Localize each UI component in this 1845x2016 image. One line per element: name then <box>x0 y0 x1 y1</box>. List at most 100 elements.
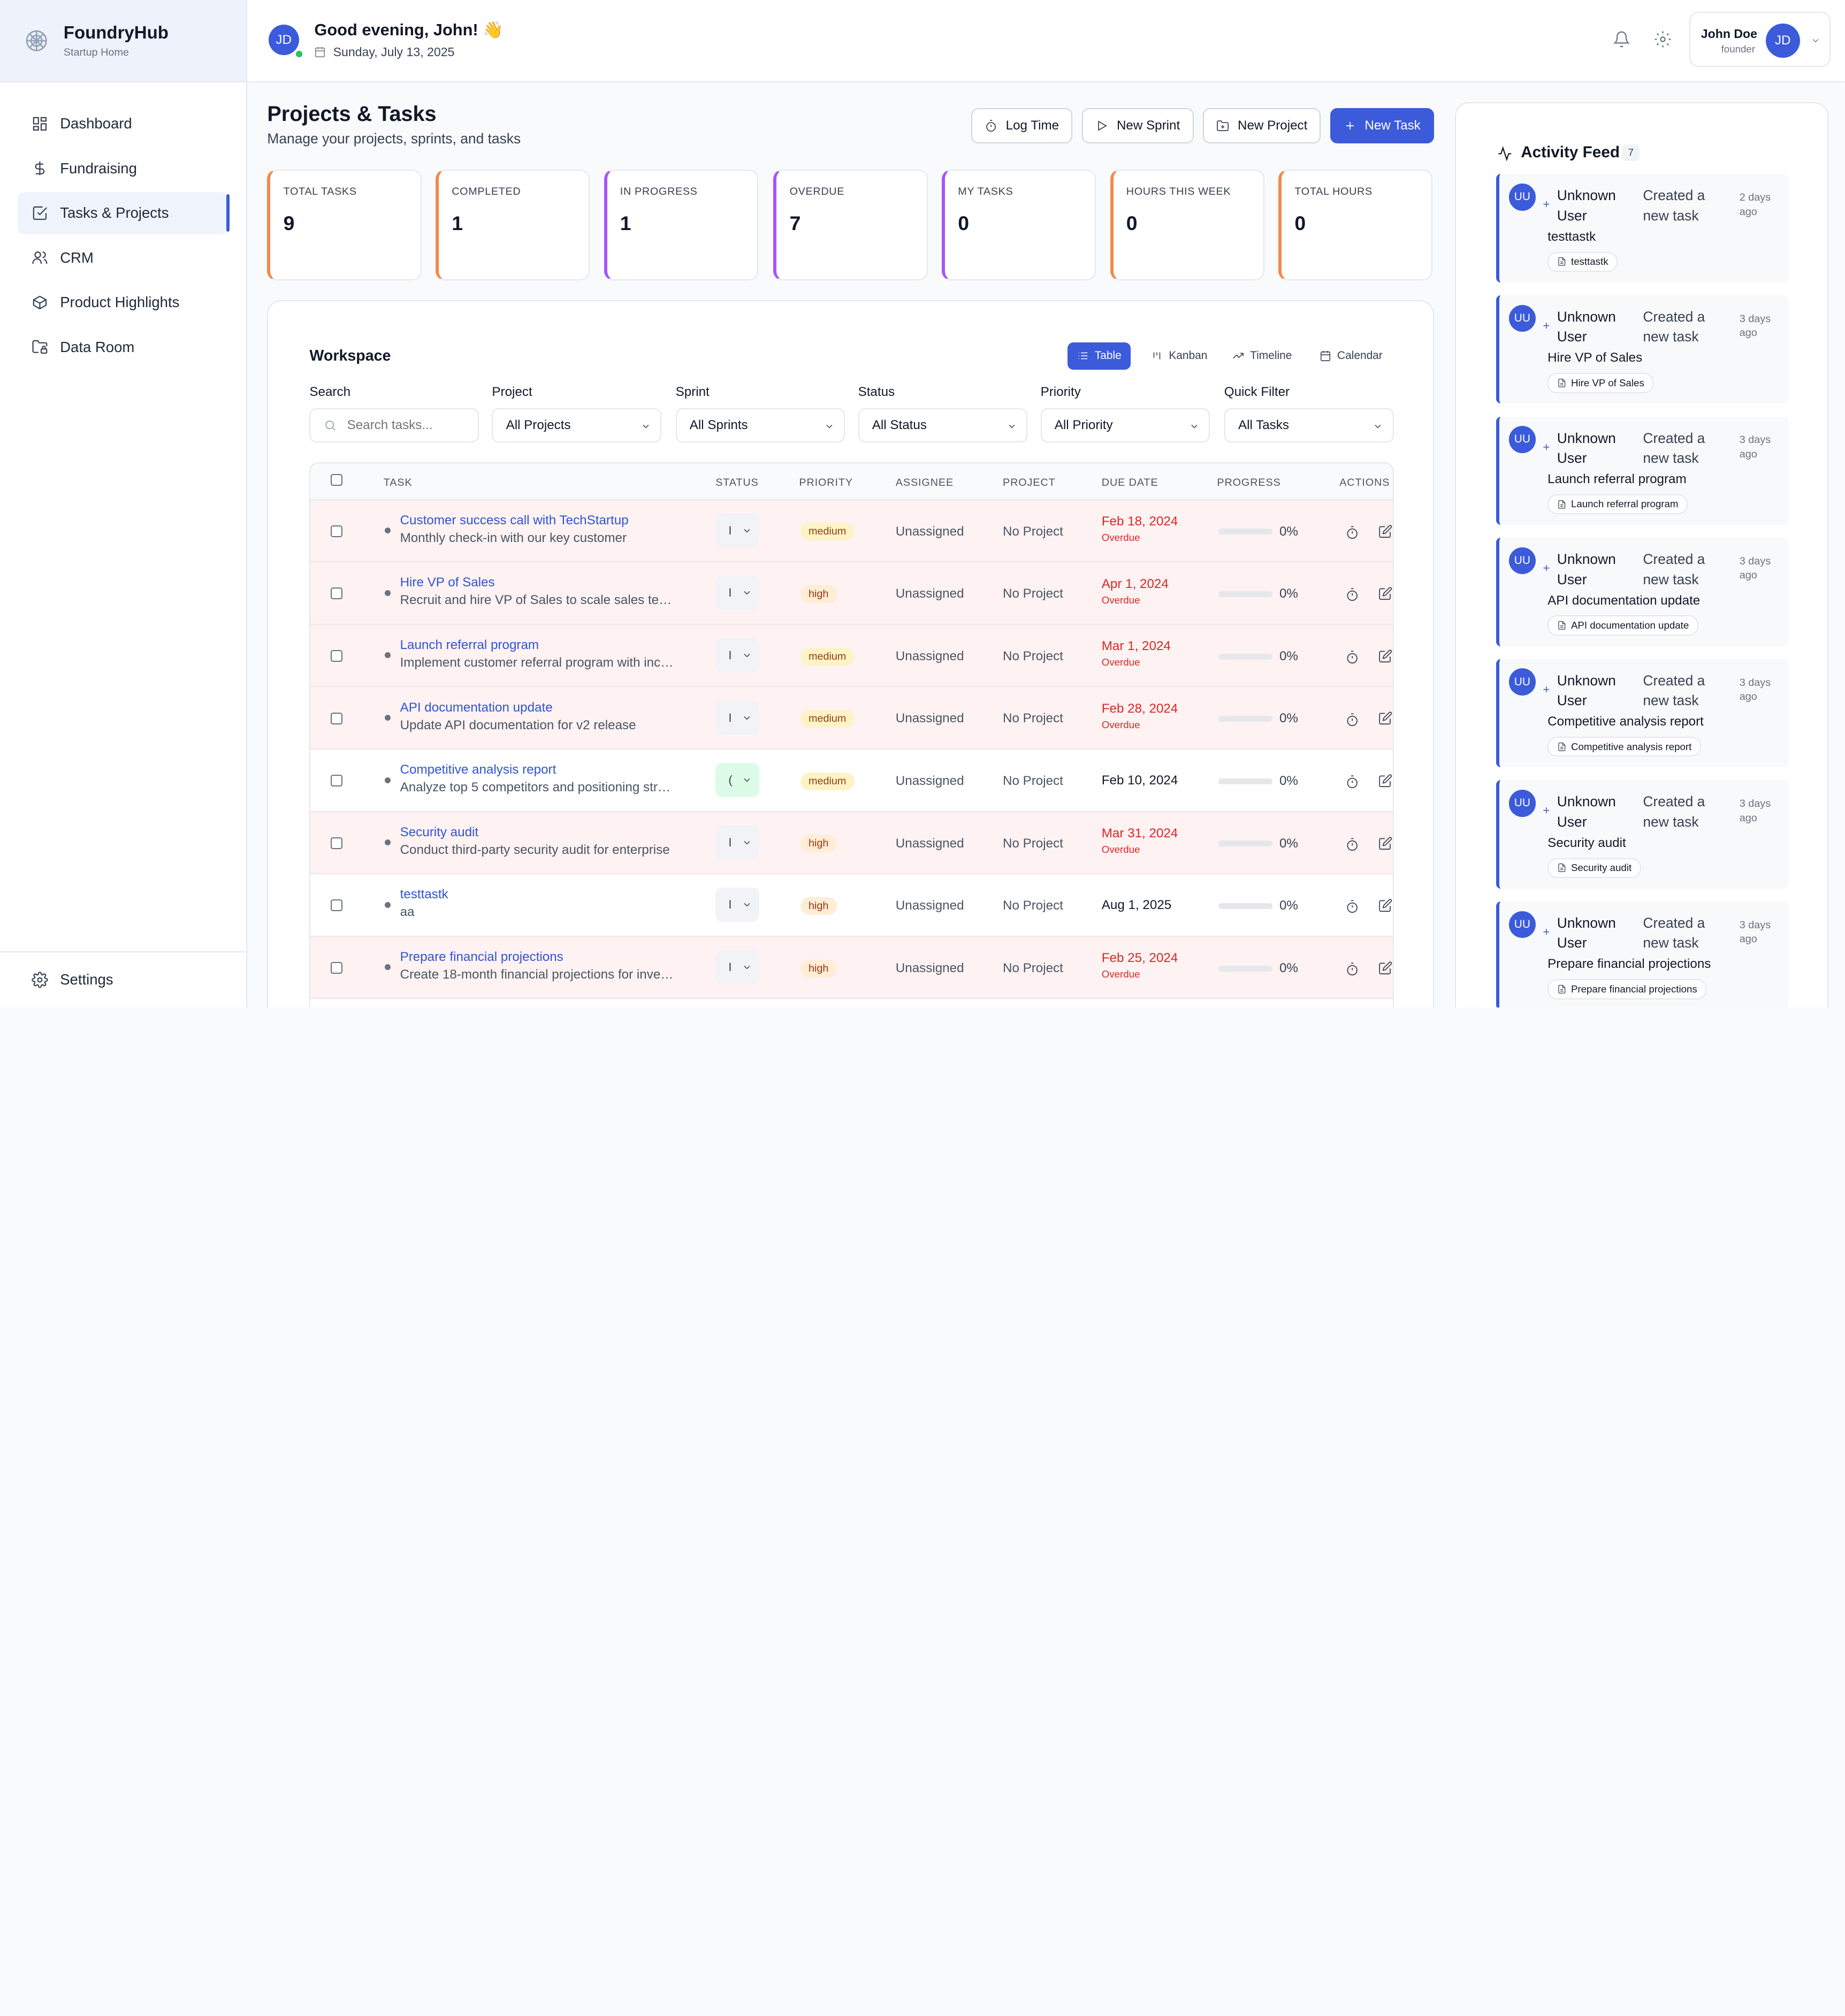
activity-item[interactable]: UU + Unknown User Created a new task 2 days … <box>1496 174 1788 282</box>
timer-icon[interactable] <box>1345 713 1359 727</box>
project-select[interactable]: All Projects <box>492 408 662 442</box>
task-name-link[interactable]: Launch referral program <box>400 637 539 652</box>
status-select[interactable]: I <box>715 576 759 610</box>
sidebar-item-dashboard[interactable]: Dashboard <box>18 102 228 144</box>
select-all-checkbox[interactable] <box>330 474 342 486</box>
task-tag[interactable]: Security audit <box>1547 858 1641 878</box>
quick-filter-select[interactable]: All Tasks <box>1224 408 1394 442</box>
task-tag[interactable]: Prepare financial projections <box>1547 979 1707 999</box>
timer-icon[interactable] <box>1345 962 1359 976</box>
column-header-project[interactable]: PROJECT <box>1002 476 1056 488</box>
row-checkbox[interactable] <box>330 712 342 724</box>
column-header-status[interactable]: STATUS <box>715 476 759 488</box>
status-select[interactable]: I <box>715 638 759 673</box>
edit-icon[interactable] <box>1378 898 1392 912</box>
brand[interactable]: FoundryHub Startup Home <box>0 0 246 82</box>
view-timeline-button[interactable]: Timeline <box>1223 342 1301 370</box>
table-row[interactable]: Prepare financial projections Create 18-m… <box>310 936 1393 999</box>
activity-item[interactable]: UU + Unknown User Created a new task 3 days … <box>1496 901 1788 1008</box>
status-select[interactable]: I <box>715 950 759 984</box>
task-name-link[interactable]: Customer success call with TechStartup <box>400 513 629 528</box>
select-value: All Priority <box>1054 418 1113 433</box>
timer-icon[interactable] <box>1345 650 1359 664</box>
search-field[interactable] <box>309 408 479 442</box>
sidebar-item-crm[interactable]: CRM <box>18 236 228 279</box>
new-sprint-button[interactable]: New Sprint <box>1081 108 1194 144</box>
edit-icon[interactable] <box>1378 961 1392 975</box>
activity-item[interactable]: UU + Unknown User Created a new task 3 days … <box>1496 780 1788 889</box>
sidebar-item-tasks-projects[interactable]: Tasks & Projects <box>18 192 230 234</box>
activity-item[interactable]: UU + Unknown User Created a new task 3 days … <box>1496 416 1788 525</box>
column-header-priority[interactable]: PRIORITY <box>799 476 853 488</box>
timer-icon[interactable] <box>1345 525 1359 539</box>
row-checkbox[interactable] <box>330 899 342 912</box>
sidebar-item-settings[interactable]: Settings <box>0 951 246 1008</box>
priority-select[interactable]: All Priority <box>1040 408 1210 442</box>
gear-icon[interactable] <box>1654 30 1672 48</box>
sidebar-item-product-highlights[interactable]: Product Highlights <box>18 281 228 324</box>
timer-icon[interactable] <box>1345 587 1359 601</box>
timer-icon[interactable] <box>1345 775 1359 789</box>
status-select[interactable]: All Status <box>858 408 1028 442</box>
status-select[interactable]: I <box>715 888 759 922</box>
new-task-button[interactable]: New Task <box>1330 108 1434 144</box>
edit-icon[interactable] <box>1378 711 1392 725</box>
task-name-link[interactable]: Hire VP of Sales <box>400 575 495 590</box>
view-kanban-button[interactable]: Kanban <box>1142 342 1217 370</box>
activity-item[interactable]: UU + Unknown User Created a new task 3 days … <box>1496 295 1788 404</box>
edit-icon[interactable] <box>1378 649 1392 663</box>
search-input[interactable] <box>347 418 465 433</box>
row-checkbox[interactable] <box>330 650 342 662</box>
edit-icon[interactable] <box>1378 586 1392 600</box>
status-select[interactable]: ( <box>715 763 759 798</box>
table-row[interactable]: Customer success call with TechStartup Mo… <box>310 500 1393 563</box>
table-row[interactable]: Hire VP of Sales Recruit and hire VP of S… <box>310 562 1393 625</box>
column-header-task[interactable]: TASK <box>383 476 413 488</box>
task-tag[interactable]: testtastk <box>1547 251 1618 272</box>
table-row[interactable]: Launch referral program Implement custome… <box>310 624 1393 688</box>
task-name-link[interactable]: API documentation update <box>400 700 553 715</box>
online-status-dot <box>294 49 304 59</box>
timer-icon[interactable] <box>1345 899 1359 913</box>
new-project-button[interactable]: New Project <box>1203 108 1321 144</box>
column-header-progress[interactable]: PROGRESS <box>1217 476 1281 488</box>
sprint-select[interactable]: All Sprints <box>675 408 845 442</box>
row-checkbox[interactable] <box>330 587 342 600</box>
avatar[interactable]: JD <box>268 25 299 56</box>
task-tag[interactable]: Launch referral program <box>1547 494 1688 515</box>
task-tag[interactable]: API documentation update <box>1547 615 1698 636</box>
column-header-assignee[interactable]: ASSIGNEE <box>895 476 954 488</box>
edit-icon[interactable] <box>1378 836 1392 850</box>
sidebar-item-data-room[interactable]: Data Room <box>18 326 228 368</box>
column-header-due-date[interactable]: DUE DATE <box>1101 476 1158 488</box>
task-tag[interactable]: Hire VP of Sales <box>1547 373 1654 393</box>
view-calendar-button[interactable]: Calendar <box>1310 342 1392 370</box>
task-name-link[interactable]: Competitive analysis report <box>400 762 556 777</box>
status-select[interactable]: I <box>715 700 759 735</box>
task-tag-label: Prepare financial projections <box>1570 983 1697 995</box>
sidebar-item-fundraising[interactable]: Fundraising <box>18 147 228 189</box>
user-menu[interactable]: John Doe founder JD <box>1689 12 1831 67</box>
task-tag[interactable]: Competitive analysis report <box>1547 736 1701 757</box>
activity-item[interactable]: UU + Unknown User Created a new task 3 days … <box>1496 538 1788 646</box>
status-select[interactable]: I <box>715 825 759 860</box>
bell-icon[interactable] <box>1613 30 1630 48</box>
row-checkbox[interactable] <box>330 837 342 849</box>
row-checkbox[interactable] <box>330 775 342 787</box>
timer-icon[interactable] <box>1345 837 1359 851</box>
status-select[interactable]: I <box>715 513 759 548</box>
row-checkbox[interactable] <box>330 525 342 537</box>
edit-icon[interactable] <box>1378 524 1392 538</box>
task-name-link[interactable]: Security audit <box>400 824 479 839</box>
view-table-button[interactable]: Table <box>1068 342 1131 370</box>
row-checkbox[interactable] <box>330 962 342 974</box>
table-row[interactable]: Competitive analysis report Analyze top 5… <box>310 750 1393 812</box>
log-time-button[interactable]: Log Time <box>971 108 1073 144</box>
edit-icon[interactable] <box>1378 774 1392 788</box>
task-name-link[interactable]: Prepare financial projections <box>400 949 563 964</box>
table-row[interactable]: API documentation update Update API docum… <box>310 687 1393 750</box>
table-row[interactable]: Security audit Conduct third-party securi… <box>310 812 1393 875</box>
activity-item[interactable]: UU + Unknown User Created a new task 3 days … <box>1496 659 1788 768</box>
task-name-link[interactable]: testtastk <box>400 887 448 902</box>
